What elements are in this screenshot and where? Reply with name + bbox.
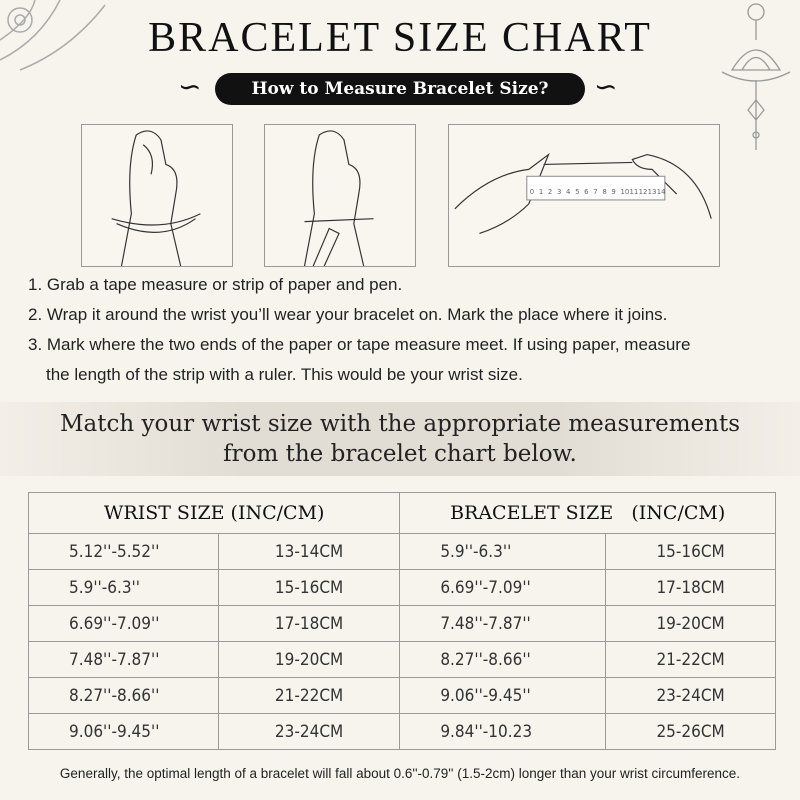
bracelet-inches-cell: 5.9''-6.3'' (399, 533, 607, 570)
lotus-ornament-icon (0, 0, 106, 71)
bracelet-cm-cell: 23-24CM (605, 677, 776, 714)
ruler-number: 5 (575, 188, 579, 196)
step-3-continued: the length of the strip with a ruler. Th… (46, 365, 523, 384)
page-title: BRACELET SIZE CHART (148, 15, 652, 61)
wrist-cm-cell: 17-18CM (217, 605, 401, 642)
ruler-number: 9 (611, 188, 615, 196)
table-row: 7.48''-7.87'' 19-20CM 8.27''-8.66'' 21-22CM (28, 641, 776, 678)
ruler-number: 0 (530, 188, 534, 196)
ruler-number: 8 (602, 188, 606, 196)
ruler-number: 1 (539, 188, 543, 196)
instruction-banner: Match your wrist size with the appropria… (0, 402, 800, 476)
table-row: 5.9''-6.3'' 15-16CM 6.69''-7.09'' 17-18CM (28, 569, 776, 606)
bracelet-cm-cell: 15-16CM (605, 533, 776, 570)
mark-paper-illustration (264, 124, 416, 269)
table-row: 8.27''-8.66'' 21-22CM 9.06''-9.45'' 23-24CM (28, 677, 776, 714)
banner-line-1: Match your wrist size with the appropria… (59, 411, 741, 437)
ruler-number: 2 (548, 188, 552, 196)
ruler-number: 13 (648, 188, 657, 196)
bracelet-cm-cell: 25-26CM (605, 713, 776, 750)
wrist-inches-cell: 6.69''-7.09'' (28, 605, 219, 642)
bracelet-inches-cell: 9.84''-10.23 (399, 713, 607, 750)
bracelet-size-header: BRACELET SIZE (INC/CM) (399, 492, 776, 534)
wrist-cm-cell: 15-16CM (217, 569, 401, 606)
ruler-number: 6 (584, 188, 588, 196)
ruler-number: 3 (557, 188, 561, 196)
ruler-number: 10 (620, 188, 629, 196)
bracelet-inches-cell: 7.48''-7.87'' (399, 605, 607, 642)
step-2: 2. Wrap it around the wrist you’ll wear … (28, 305, 668, 324)
bracelet-cm-cell: 21-22CM (605, 641, 776, 678)
table-row: 9.06''-9.45'' 23-24CM 9.84''-10.23 25-26CM (28, 713, 776, 750)
wrist-size-header: WRIST SIZE (INC/CM) (27, 492, 401, 534)
wrist-cm-cell: 21-22CM (217, 677, 401, 714)
wrist-inches-cell: 5.12''-5.52'' (28, 533, 219, 570)
size-chart-table: WRIST SIZE (INC/CM) BRACELET SIZE (INC/C… (27, 492, 776, 750)
wrist-cm-cell: 13-14CM (217, 533, 401, 570)
wrist-inches-cell: 8.27''-8.66'' (28, 677, 219, 714)
step-3: 3. Mark where the two ends of the paper … (28, 335, 691, 354)
ruler-number: 12 (639, 188, 648, 196)
footer-note: Generally, the optimal length of a brace… (59, 766, 741, 781)
bracelet-cm-cell: 19-20CM (605, 605, 776, 642)
bracelet-inches-cell: 8.27''-8.66'' (399, 641, 607, 678)
table-row: 5.12''-5.52'' 13-14CM 5.9''-6.3'' 15-16CM (28, 533, 776, 570)
wrist-inches-cell: 7.48''-7.87'' (28, 641, 219, 678)
subtitle-pill: How to Measure Bracelet Size? (215, 73, 585, 105)
wrap-tape-illustration (81, 124, 233, 267)
wrist-inches-cell: 9.06''-9.45'' (28, 713, 219, 750)
ruler-number: 4 (566, 188, 570, 196)
step-1: 1. Grab a tape measure or strip of paper… (28, 275, 403, 294)
ruler-measure-illustration: 0 1 2 3 4 5 6 7 8 9 10 11 12 13 14 (448, 124, 720, 267)
hanging-lotus-ornament-icon (721, 3, 791, 150)
bracelet-cm-cell: 17-18CM (605, 569, 776, 606)
wrist-cm-cell: 23-24CM (217, 713, 401, 750)
ruler-number: 14 (657, 188, 666, 196)
ruler-number: 7 (593, 188, 597, 196)
ruler-number: 11 (630, 188, 639, 196)
bracelet-inches-cell: 9.06''-9.45'' (399, 677, 607, 714)
wrist-cm-cell: 19-20CM (217, 641, 401, 678)
banner-line-2: from the bracelet chart below. (223, 441, 577, 467)
swirl-left-icon: ∽ (178, 70, 202, 103)
table-row: 6.69''-7.09'' 17-18CM 7.48''-7.87'' 19-20CM (28, 605, 776, 642)
swirl-right-icon: ∽ (594, 70, 618, 103)
bracelet-inches-cell: 6.69''-7.09'' (399, 569, 607, 606)
wrist-inches-cell: 5.9''-6.3'' (28, 569, 219, 606)
